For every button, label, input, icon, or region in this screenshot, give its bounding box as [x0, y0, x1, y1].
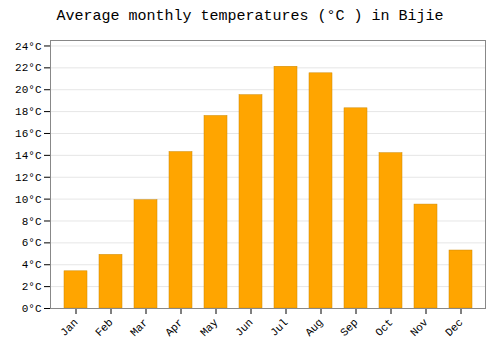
svg-text:20°C: 20°C	[15, 84, 42, 96]
svg-text:Feb: Feb	[93, 316, 115, 338]
svg-text:4°C: 4°C	[22, 259, 42, 271]
svg-text:14°C: 14°C	[15, 150, 42, 162]
svg-text:Sep: Sep	[338, 316, 360, 338]
svg-text:18°C: 18°C	[15, 106, 42, 118]
svg-text:Jan: Jan	[58, 316, 80, 338]
svg-text:6°C: 6°C	[22, 237, 42, 249]
svg-text:Oct: Oct	[373, 316, 395, 338]
svg-text:2°C: 2°C	[22, 281, 42, 293]
html-text:Average monthly temperatures (: Average monthly temperatures (°C ) in Bi…	[56, 8, 444, 25]
svg-text:16°C: 16°C	[15, 128, 42, 140]
svg-text:10°C: 10°C	[15, 194, 42, 206]
svg-text:Mar: Mar	[128, 316, 150, 338]
svg-text:22°C: 22°C	[15, 62, 42, 74]
svg-text:May: May	[198, 316, 221, 339]
svg-text:Nov: Nov	[408, 316, 431, 339]
svg-text:24°C: 24°C	[15, 40, 42, 52]
svg-text:12°C: 12°C	[15, 172, 42, 184]
svg-text:Apr: Apr	[163, 316, 185, 338]
svg-text:Jul: Jul	[268, 316, 290, 338]
svg-text:8°C: 8°C	[22, 216, 42, 228]
svg-text:Jun: Jun	[233, 316, 255, 338]
svg-text:0°C: 0°C	[22, 303, 42, 315]
svg-text:Aug: Aug	[303, 316, 325, 338]
svg-text:Dec: Dec	[443, 316, 465, 338]
